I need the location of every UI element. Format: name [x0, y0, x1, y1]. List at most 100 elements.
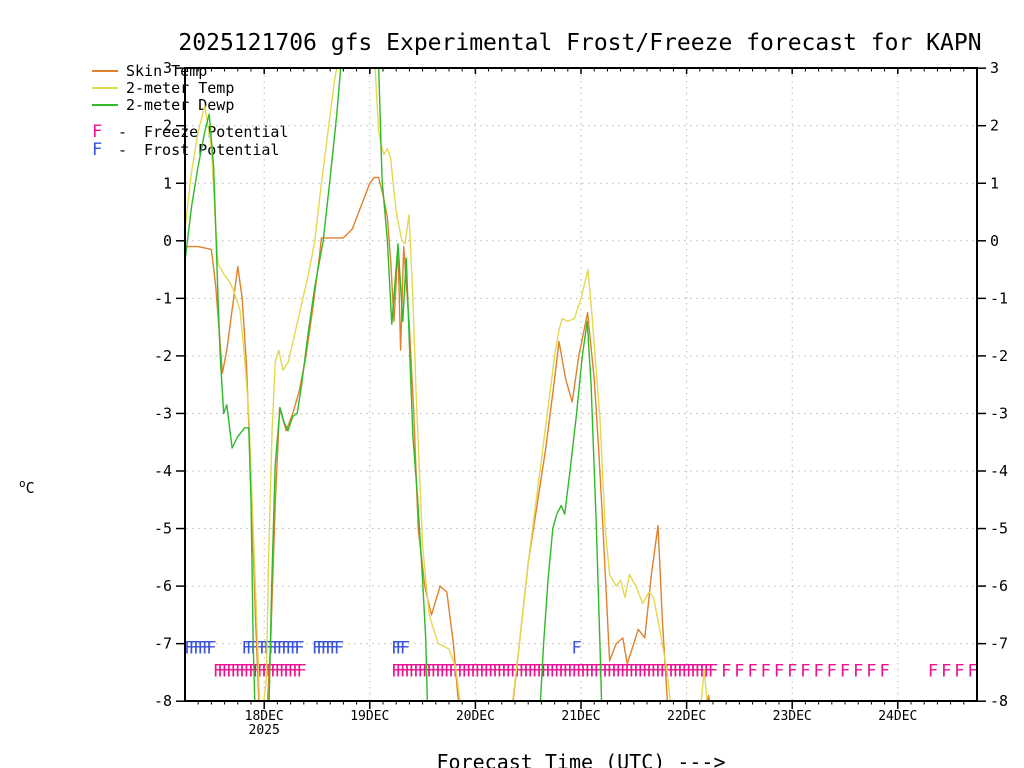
- legend-swatch-2m-temp: [92, 86, 118, 89]
- flag-F: F: [453, 661, 463, 681]
- flag-F: F: [866, 661, 876, 681]
- flag-F: F: [431, 661, 441, 681]
- flag-F: F: [448, 661, 458, 681]
- flag-F: F: [266, 661, 276, 681]
- flag-F: F: [637, 661, 647, 681]
- y-tick-label-left: 2: [163, 117, 172, 135]
- flag-F: F: [217, 661, 227, 681]
- flag-F: F: [708, 661, 718, 681]
- flag-F: F: [571, 638, 581, 658]
- flag-F: F: [651, 661, 661, 681]
- flag-F: F: [668, 661, 678, 681]
- y-tick-label-left: 1: [163, 174, 172, 192]
- flag-F: F: [391, 661, 401, 681]
- flag-F: F: [279, 661, 289, 681]
- flag-F: F: [853, 661, 863, 681]
- flag-F: F: [312, 638, 322, 658]
- flag-F: F: [259, 638, 269, 658]
- flag-F: F: [497, 661, 507, 681]
- x-tick-label: 19DEC: [350, 709, 389, 724]
- y-tick-label-right: -1: [990, 289, 1008, 307]
- flag-F: F: [624, 661, 634, 681]
- frost-flag-symbol: F: [92, 140, 103, 160]
- flag-F: F: [391, 638, 401, 658]
- flag-F: F: [413, 661, 423, 681]
- legend: Skin Temp 2-meter Temp 2-meter Dewp F - Fr…: [92, 61, 289, 160]
- flag-F: F: [611, 661, 621, 681]
- flag-F: F: [244, 661, 254, 681]
- flag-F: F: [580, 661, 590, 681]
- y-tick-label-left: 3: [163, 59, 172, 77]
- flag-F: F: [206, 638, 216, 658]
- flag-F: F: [222, 661, 232, 681]
- flag-F: F: [400, 661, 410, 681]
- y-tick-label-left: -5: [154, 520, 172, 538]
- flag-F: F: [954, 661, 964, 681]
- flag-F: F: [283, 661, 293, 681]
- flag-F: F: [629, 661, 639, 681]
- y-tick-label-left: -8: [154, 692, 172, 710]
- flag-F: F: [470, 661, 480, 681]
- flag-F: F: [567, 661, 577, 681]
- flag-F: F: [664, 661, 674, 681]
- flag-F: F: [255, 638, 265, 658]
- legend-swatch-skin-temp: [92, 69, 118, 72]
- flag-F: F: [620, 661, 630, 681]
- legend-item-skin-temp: Skin Temp: [92, 61, 289, 80]
- flag-F: F: [510, 661, 520, 681]
- flag-F: F: [505, 661, 515, 681]
- flag-F: F: [466, 661, 476, 681]
- flag-F: F: [734, 661, 744, 681]
- series-line-2-meter-dewp: [185, 68, 603, 701]
- flag-F: F: [230, 661, 240, 681]
- flag-F: F: [246, 638, 256, 658]
- flag-F: F: [514, 661, 524, 681]
- flag-F: F: [197, 638, 207, 658]
- flag-F: F: [967, 661, 977, 681]
- flag-F: F: [554, 661, 564, 681]
- flag-F: F: [329, 638, 339, 658]
- flag-F: F: [941, 661, 951, 681]
- y-tick-label-right: 1: [990, 174, 999, 192]
- flag-F: F: [483, 661, 493, 681]
- flag-F: F: [257, 661, 267, 681]
- flag-F: F: [558, 661, 568, 681]
- flag-F: F: [576, 661, 586, 681]
- flag-F: F: [686, 661, 696, 681]
- flag-F: F: [426, 661, 436, 681]
- flag-F: F: [288, 661, 298, 681]
- flag-F: F: [928, 661, 938, 681]
- flag-F: F: [800, 661, 810, 681]
- flag-F: F: [409, 661, 419, 681]
- flag-F: F: [475, 661, 485, 681]
- y-tick-label-left: -3: [154, 404, 172, 422]
- flag-F: F: [602, 661, 612, 681]
- flag-F: F: [263, 638, 273, 658]
- flag-F: F: [226, 661, 236, 681]
- y-tick-label-right: -3: [990, 404, 1008, 422]
- flag-F: F: [747, 661, 757, 681]
- flag-F: F: [681, 661, 691, 681]
- y-tick-label-right: 0: [990, 232, 999, 250]
- x-tick-label: 21DEC: [561, 709, 600, 724]
- series-line-2-meter-temp: [185, 68, 708, 701]
- flag-F: F: [879, 661, 889, 681]
- flag-F: F: [241, 638, 251, 658]
- flag-F: F: [593, 661, 603, 681]
- x-tick-label: 18DEC: [245, 709, 284, 724]
- flag-F: F: [655, 661, 665, 681]
- flag-F: F: [642, 661, 652, 681]
- flag-F: F: [417, 661, 427, 681]
- legend-label: Skin Temp: [126, 61, 208, 80]
- flag-F: F: [239, 661, 249, 681]
- flag-F: F: [274, 661, 284, 681]
- flag-F: F: [589, 661, 599, 681]
- flag-F: F: [202, 638, 212, 658]
- y-tick-label-right: -7: [990, 635, 1008, 653]
- flag-F: F: [395, 638, 405, 658]
- legend-item-2m-temp: 2-meter Temp: [92, 79, 289, 97]
- flag-F: F: [541, 661, 551, 681]
- flag-F: F: [761, 661, 771, 681]
